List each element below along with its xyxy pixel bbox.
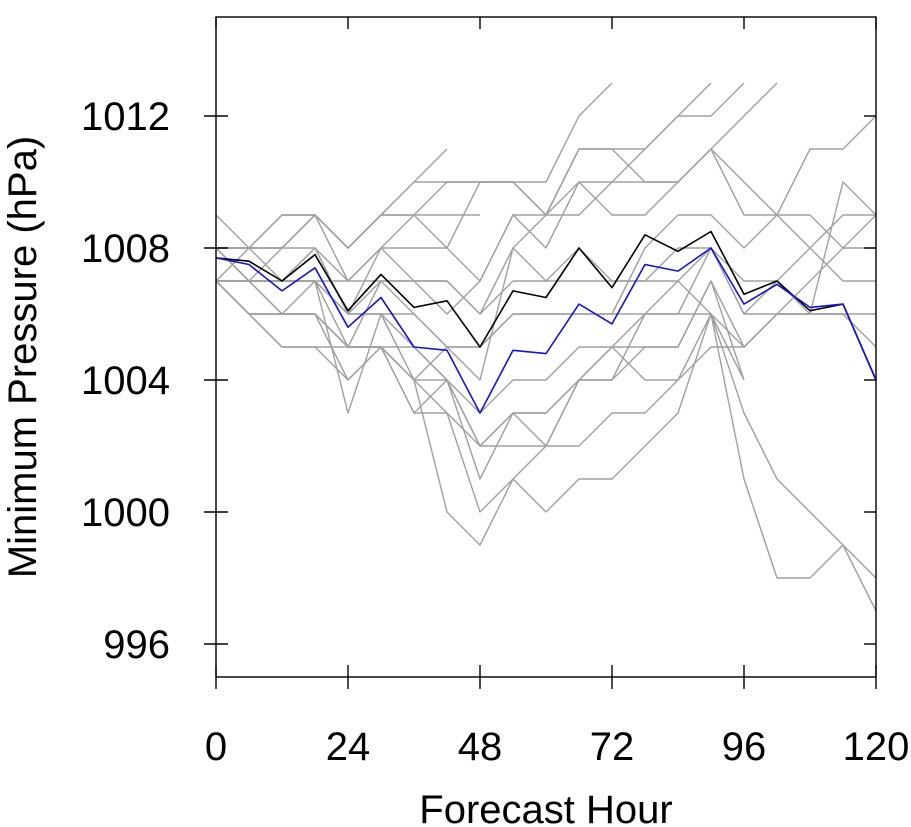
x-tick-label: 0	[205, 725, 227, 769]
x-tick-labels: 0 24 48 72 96 120	[205, 725, 910, 769]
x-tick-label: 48	[458, 725, 503, 769]
ensemble-member-line-18	[216, 247, 876, 447]
y-tick-label: 1000	[81, 491, 170, 535]
y-tick-label: 1008	[81, 227, 170, 271]
y-axis-title: Minimum Pressure (hPa)	[1, 136, 45, 578]
y-tick-label: 1012	[81, 95, 170, 139]
ensemble-member-lines	[215, 82, 877, 612]
plot-frame	[215, 16, 877, 678]
mean-line	[215, 230, 877, 381]
x-axis-title: Forecast Hour	[419, 788, 672, 827]
x-tick-label: 96	[722, 725, 767, 769]
ensemble-member-line-19	[216, 148, 877, 249]
highlighted-lines	[215, 230, 877, 414]
deterministic-line	[215, 247, 877, 414]
y-tick-label: 1004	[81, 359, 170, 403]
y-tick-label: 996	[103, 623, 170, 667]
ensemble-member-line-10	[215, 247, 877, 348]
ensemble-member-line-17	[215, 280, 745, 513]
x-tick-label: 24	[326, 725, 371, 769]
x-tick-label: 72	[590, 725, 635, 769]
x-tick-label: 120	[843, 725, 910, 769]
y-tick-labels: 996 1000 1004 1008 1012	[81, 95, 170, 667]
